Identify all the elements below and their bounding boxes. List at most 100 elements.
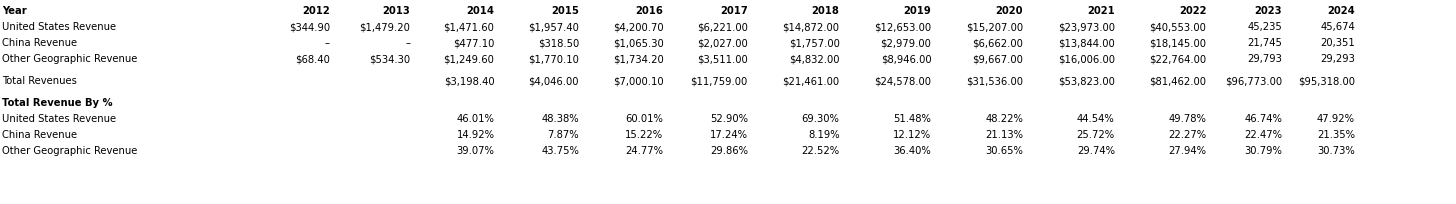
Text: 2018: 2018 (811, 6, 840, 16)
Text: $81,462.00: $81,462.00 (1149, 76, 1207, 86)
Text: $344.90: $344.90 (288, 22, 331, 32)
Text: 2022: 2022 (1179, 6, 1207, 16)
Text: $16,006.00: $16,006.00 (1057, 54, 1115, 64)
Text: 25.72%: 25.72% (1076, 130, 1115, 140)
Text: $3,511.00: $3,511.00 (697, 54, 748, 64)
Text: $9,667.00: $9,667.00 (973, 54, 1024, 64)
Text: 14.92%: 14.92% (457, 130, 495, 140)
Text: $14,872.00: $14,872.00 (782, 22, 840, 32)
Text: 22.47%: 22.47% (1245, 130, 1283, 140)
Text: $4,046.00: $4,046.00 (529, 76, 579, 86)
Text: 29,293: 29,293 (1321, 54, 1356, 64)
Text: $1,757.00: $1,757.00 (789, 38, 840, 48)
Text: United States Revenue: United States Revenue (1, 22, 116, 32)
Text: $53,823.00: $53,823.00 (1059, 76, 1115, 86)
Text: $6,662.00: $6,662.00 (973, 38, 1024, 48)
Text: $1,249.60: $1,249.60 (444, 54, 495, 64)
Text: $3,198.40: $3,198.40 (444, 76, 495, 86)
Text: $22,764.00: $22,764.00 (1149, 54, 1207, 64)
Text: $4,200.70: $4,200.70 (613, 22, 664, 32)
Text: $23,973.00: $23,973.00 (1057, 22, 1115, 32)
Text: 44.54%: 44.54% (1077, 114, 1115, 124)
Text: 43.75%: 43.75% (542, 146, 579, 156)
Text: 36.40%: 36.40% (894, 146, 932, 156)
Text: 22.52%: 22.52% (801, 146, 840, 156)
Text: $21,461.00: $21,461.00 (782, 76, 840, 86)
Text: 15.22%: 15.22% (625, 130, 664, 140)
Text: 21,745: 21,745 (1248, 38, 1283, 48)
Text: 2019: 2019 (904, 6, 932, 16)
Text: 12.12%: 12.12% (893, 130, 932, 140)
Text: $2,027.00: $2,027.00 (697, 38, 748, 48)
Text: 22.27%: 22.27% (1168, 130, 1207, 140)
Text: –: – (325, 38, 331, 48)
Text: $1,957.40: $1,957.40 (529, 22, 579, 32)
Text: 21.35%: 21.35% (1318, 130, 1356, 140)
Text: Year: Year (1, 6, 26, 16)
Text: $4,832.00: $4,832.00 (789, 54, 840, 64)
Text: 45,235: 45,235 (1248, 22, 1283, 32)
Text: 60.01%: 60.01% (626, 114, 664, 124)
Text: $96,773.00: $96,773.00 (1224, 76, 1283, 86)
Text: 7.87%: 7.87% (547, 130, 579, 140)
Text: –: – (405, 38, 411, 48)
Text: 2016: 2016 (635, 6, 664, 16)
Text: $13,844.00: $13,844.00 (1059, 38, 1115, 48)
Text: 2015: 2015 (550, 6, 579, 16)
Text: $24,578.00: $24,578.00 (874, 76, 932, 86)
Text: 29,793: 29,793 (1248, 54, 1283, 64)
Text: $95,318.00: $95,318.00 (1297, 76, 1356, 86)
Text: $318.50: $318.50 (537, 38, 579, 48)
Text: 29.74%: 29.74% (1077, 146, 1115, 156)
Text: 48.22%: 48.22% (986, 114, 1024, 124)
Text: $1,734.20: $1,734.20 (613, 54, 664, 64)
Text: 45,674: 45,674 (1321, 22, 1356, 32)
Text: $40,553.00: $40,553.00 (1150, 22, 1207, 32)
Text: $1,065.30: $1,065.30 (613, 38, 664, 48)
Text: 30.65%: 30.65% (986, 146, 1024, 156)
Text: 17.24%: 17.24% (711, 130, 748, 140)
Text: 51.48%: 51.48% (894, 114, 932, 124)
Text: China Revenue: China Revenue (1, 130, 77, 140)
Text: Total Revenue By %: Total Revenue By % (1, 98, 112, 108)
Text: Other Geographic Revenue: Other Geographic Revenue (1, 146, 137, 156)
Text: 2024: 2024 (1328, 6, 1356, 16)
Text: 2023: 2023 (1255, 6, 1283, 16)
Text: 20,351: 20,351 (1321, 38, 1356, 48)
Text: 69.30%: 69.30% (802, 114, 840, 124)
Text: $68.40: $68.40 (296, 54, 331, 64)
Text: 30.79%: 30.79% (1245, 146, 1283, 156)
Text: Total Revenues: Total Revenues (1, 76, 77, 86)
Text: 8.19%: 8.19% (808, 130, 840, 140)
Text: $477.10: $477.10 (453, 38, 495, 48)
Text: Other Geographic Revenue: Other Geographic Revenue (1, 54, 137, 64)
Text: 29.86%: 29.86% (711, 146, 748, 156)
Text: $1,471.60: $1,471.60 (444, 22, 495, 32)
Text: 2017: 2017 (721, 6, 748, 16)
Text: 49.78%: 49.78% (1169, 114, 1207, 124)
Text: China Revenue: China Revenue (1, 38, 77, 48)
Text: 47.92%: 47.92% (1318, 114, 1356, 124)
Text: $2,979.00: $2,979.00 (881, 38, 932, 48)
Text: 2021: 2021 (1088, 6, 1115, 16)
Text: $7,000.10: $7,000.10 (613, 76, 664, 86)
Text: 46.01%: 46.01% (457, 114, 495, 124)
Text: 52.90%: 52.90% (711, 114, 748, 124)
Text: 27.94%: 27.94% (1169, 146, 1207, 156)
Text: 46.74%: 46.74% (1245, 114, 1283, 124)
Text: 2012: 2012 (303, 6, 331, 16)
Text: 24.77%: 24.77% (626, 146, 664, 156)
Text: $1,479.20: $1,479.20 (360, 22, 411, 32)
Text: 2013: 2013 (383, 6, 411, 16)
Text: $31,536.00: $31,536.00 (965, 76, 1024, 86)
Text: 2020: 2020 (996, 6, 1024, 16)
Text: $15,207.00: $15,207.00 (965, 22, 1024, 32)
Text: 30.73%: 30.73% (1318, 146, 1356, 156)
Text: United States Revenue: United States Revenue (1, 114, 116, 124)
Text: $8,946.00: $8,946.00 (881, 54, 932, 64)
Text: $12,653.00: $12,653.00 (874, 22, 932, 32)
Text: 39.07%: 39.07% (457, 146, 495, 156)
Text: $18,145.00: $18,145.00 (1149, 38, 1207, 48)
Text: $11,759.00: $11,759.00 (690, 76, 748, 86)
Text: 2014: 2014 (466, 6, 495, 16)
